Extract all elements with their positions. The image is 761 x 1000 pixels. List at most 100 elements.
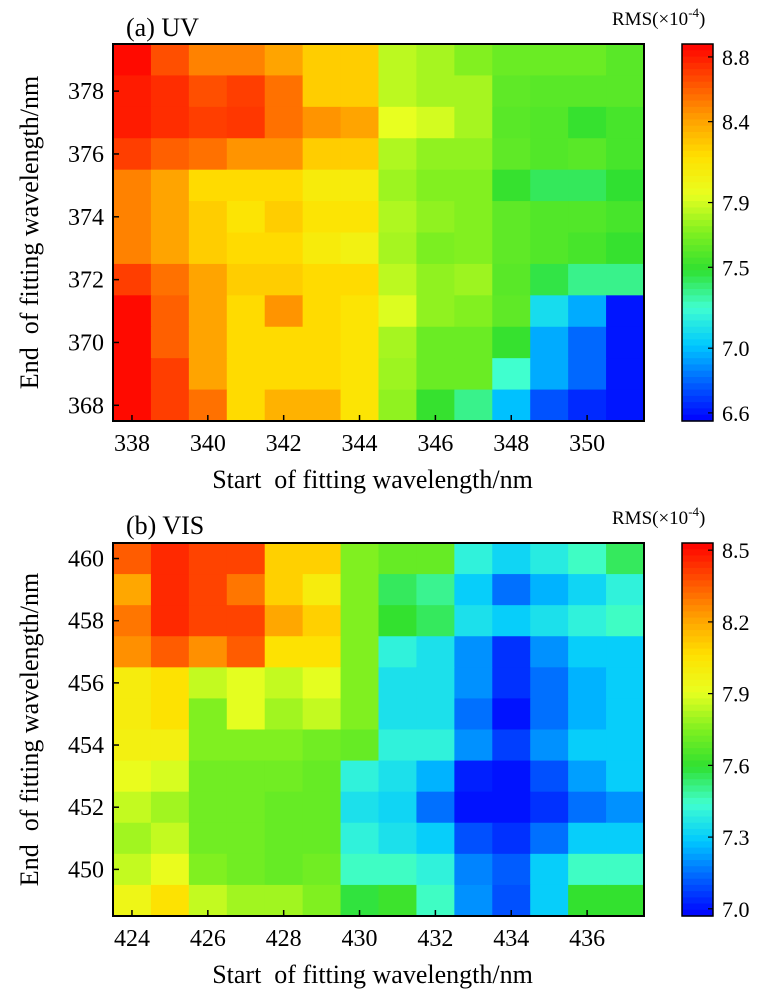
vis-colorbar-tick-label: 7.6 bbox=[722, 753, 750, 778]
vis-colorbar-segment bbox=[682, 617, 713, 625]
vis-colorbar-segment bbox=[682, 741, 713, 749]
uv-colorbar-segment bbox=[682, 232, 713, 240]
vis-colorbar-segment bbox=[682, 642, 713, 650]
uv-x-tick-label-342: 342 bbox=[266, 431, 302, 457]
uv-colorbar bbox=[682, 44, 713, 422]
uv-cell-r7-c3 bbox=[226, 263, 266, 296]
uv-cell-r8-c11 bbox=[530, 295, 569, 328]
uv-cell-r4-c9 bbox=[454, 169, 493, 202]
vis-cell-r11-c3 bbox=[226, 884, 266, 917]
uv-cell-r1-c10 bbox=[492, 75, 531, 108]
uv-cell-r9-c9 bbox=[454, 326, 493, 359]
vis-colorbar-segment bbox=[682, 543, 713, 550]
vis-cell-r10-c11 bbox=[530, 853, 569, 886]
vis-colorbar-segment bbox=[682, 685, 713, 693]
vis-cell-r2-c1 bbox=[150, 605, 190, 637]
vis-colorbar-segment bbox=[682, 884, 713, 892]
vis-y-tick-label-452: 452 bbox=[68, 795, 104, 821]
vis-colorbar-title-exponent: -4 bbox=[688, 504, 699, 519]
uv-cell-r5-c5 bbox=[302, 201, 342, 234]
vis-cell-r5-c7 bbox=[378, 698, 418, 731]
uv-cell-r2-c11 bbox=[530, 106, 569, 139]
uv-cell-r11-c13 bbox=[606, 389, 645, 422]
vis-colorbar-segment bbox=[682, 766, 713, 774]
uv-cell-r8-c9 bbox=[454, 295, 493, 328]
vis-cell-r6-c4 bbox=[264, 729, 304, 762]
vis-cell-r4-c2 bbox=[188, 667, 228, 700]
vis-cell-r10-c10 bbox=[492, 853, 531, 886]
uv-colorbar-segment bbox=[682, 94, 713, 102]
uv-cell-r4-c13 bbox=[606, 169, 645, 202]
vis-colorbar-segment bbox=[682, 574, 713, 581]
uv-cell-r1-c7 bbox=[378, 75, 418, 108]
vis-cell-r6-c0 bbox=[113, 729, 152, 762]
vis-colorbar-segment bbox=[682, 673, 713, 681]
vis-cell-r0-c12 bbox=[568, 543, 607, 575]
uv-cell-r10-c13 bbox=[606, 358, 645, 391]
uv-colorbar-segment bbox=[682, 144, 713, 152]
uv-cell-r1-c12 bbox=[568, 75, 607, 108]
vis-colorbar-segment bbox=[682, 853, 713, 861]
vis-x-tick-label-426: 426 bbox=[190, 926, 226, 952]
uv-cell-r2-c5 bbox=[302, 106, 342, 139]
uv-colorbar-segment bbox=[682, 402, 713, 410]
vis-colorbar-segment bbox=[682, 847, 713, 855]
vis-cell-r6-c12 bbox=[568, 729, 607, 762]
vis-cell-r5-c0 bbox=[113, 698, 152, 731]
uv-colorbar-segment bbox=[682, 408, 713, 416]
vis-colorbar-title-prefix: RMS(×10 bbox=[612, 508, 688, 529]
uv-cell-r4-c5 bbox=[302, 169, 342, 202]
uv-colorbar-segment bbox=[682, 113, 713, 120]
uv-cell-r9-c11 bbox=[530, 326, 569, 359]
vis-colorbar-tick-label: 8.5 bbox=[722, 538, 750, 563]
vis-cell-r0-c13 bbox=[606, 543, 645, 575]
uv-colorbar-ticks: 8.8 8.4 7.9 7.5 7.0 6.6 bbox=[708, 45, 750, 426]
uv-cell-r9-c3 bbox=[226, 326, 266, 359]
vis-cell-r10-c12 bbox=[568, 853, 607, 886]
vis-cell-r0-c7 bbox=[378, 543, 418, 575]
uv-y-tick-label-378: 378 bbox=[68, 79, 104, 105]
vis-cell-r3-c6 bbox=[340, 636, 380, 668]
vis-colorbar-segment bbox=[682, 586, 713, 594]
uv-colorbar-segment bbox=[682, 345, 713, 353]
uv-cell-r7-c4 bbox=[264, 263, 304, 296]
uv-cell-r0-c4 bbox=[264, 44, 304, 77]
vis-colorbar-segment bbox=[682, 636, 713, 644]
uv-colorbar-segment bbox=[682, 194, 713, 202]
uv-y-tick-label-370: 370 bbox=[68, 330, 104, 356]
vis-cell-r10-c1 bbox=[150, 853, 190, 886]
uv-x-tick-label-338: 338 bbox=[114, 431, 150, 457]
uv-cell-r0-c1 bbox=[150, 44, 190, 77]
uv-cell-r0-c8 bbox=[416, 44, 455, 77]
uv-cell-r6-c5 bbox=[302, 232, 342, 265]
uv-cell-r6-c3 bbox=[226, 232, 266, 265]
uv-cell-r0-c5 bbox=[302, 44, 342, 77]
vis-cell-r0-c6 bbox=[340, 543, 380, 575]
vis-panel: 424 426 428 430 432 434 436 450 452 454 456 458 460… bbox=[15, 504, 750, 989]
vis-cell-r5-c4 bbox=[264, 698, 304, 731]
vis-cell-r7-c8 bbox=[416, 760, 455, 793]
vis-cell-r7-c0 bbox=[113, 760, 152, 793]
vis-colorbar-segment bbox=[682, 605, 713, 612]
vis-cell-r4-c0 bbox=[113, 667, 152, 700]
vis-cell-r6-c5 bbox=[302, 729, 342, 762]
uv-cell-r0-c0 bbox=[113, 44, 152, 77]
vis-colorbar-segment bbox=[682, 679, 713, 687]
vis-cell-r1-c2 bbox=[188, 574, 228, 606]
uv-colorbar-segment bbox=[682, 182, 713, 190]
uv-cell-r7-c6 bbox=[340, 263, 380, 296]
vis-cell-r2-c10 bbox=[492, 605, 531, 637]
uv-cell-r4-c11 bbox=[530, 169, 569, 202]
vis-cell-r4-c1 bbox=[150, 667, 190, 700]
uv-cell-r2-c12 bbox=[568, 106, 607, 139]
vis-cell-r0-c10 bbox=[492, 543, 531, 575]
vis-cell-r7-c5 bbox=[302, 760, 342, 793]
uv-colorbar-segment bbox=[682, 251, 713, 259]
uv-colorbar-segment bbox=[682, 50, 713, 58]
vis-cell-r1-c11 bbox=[530, 574, 569, 606]
vis-y-axis-label: End of fitting wavelength/nm bbox=[15, 573, 44, 886]
uv-cell-r4-c3 bbox=[226, 169, 266, 202]
uv-y-ticks: 368 370 372 374 376 378 bbox=[68, 79, 119, 419]
vis-cell-r9-c6 bbox=[340, 822, 380, 855]
vis-colorbar-segment bbox=[682, 872, 713, 880]
